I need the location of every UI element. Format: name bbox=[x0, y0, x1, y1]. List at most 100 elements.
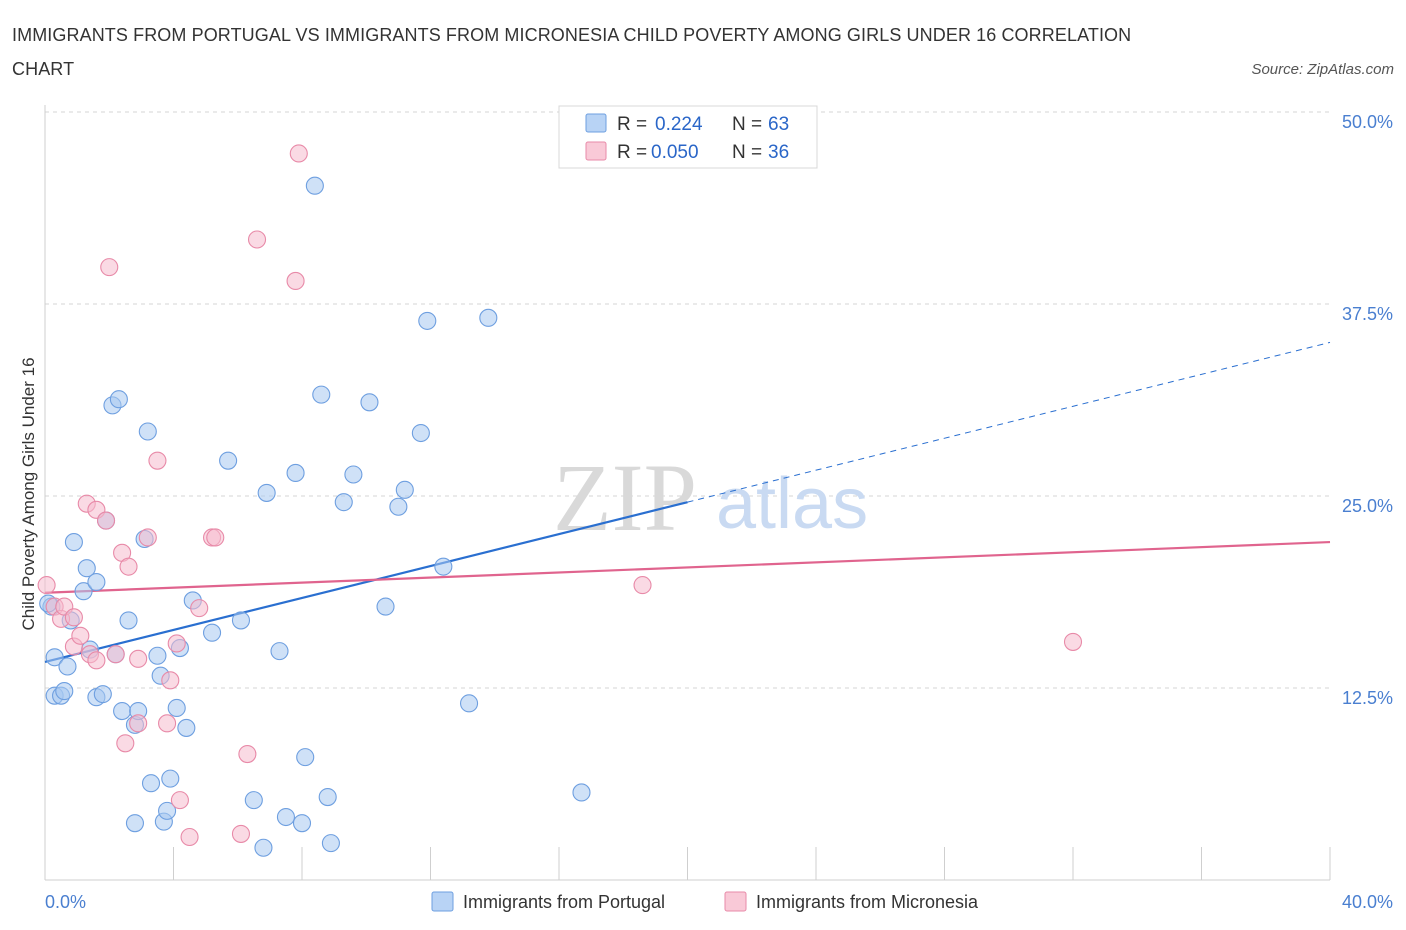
point-micronesia bbox=[206, 528, 225, 547]
point-micronesia bbox=[138, 528, 157, 547]
data-points bbox=[37, 144, 1083, 857]
point-portugal bbox=[395, 480, 414, 499]
y-tick-label: 12.5% bbox=[1342, 688, 1393, 708]
point-micronesia bbox=[129, 649, 148, 668]
point-micronesia bbox=[231, 824, 251, 843]
series-swatch-portugal bbox=[431, 891, 454, 912]
point-micronesia bbox=[100, 258, 119, 277]
point-portugal bbox=[257, 483, 276, 502]
y-axis-label: Child Poverty Among Girls Under 16 bbox=[19, 357, 38, 630]
point-portugal bbox=[109, 390, 128, 409]
point-micronesia bbox=[1063, 632, 1083, 651]
series-swatch-micronesia bbox=[724, 891, 747, 912]
point-portugal bbox=[276, 807, 295, 827]
watermark-atlas: atlas bbox=[716, 464, 868, 544]
trend-lines bbox=[44, 341, 1331, 663]
point-portugal bbox=[125, 814, 144, 833]
point-portugal bbox=[244, 791, 263, 810]
point-micronesia bbox=[116, 734, 135, 753]
point-portugal bbox=[203, 623, 222, 642]
point-portugal bbox=[119, 611, 138, 630]
y-tick-labels: 12.5% 25.0% 37.5% 50.0% bbox=[1342, 112, 1393, 708]
point-portugal bbox=[148, 646, 167, 665]
point-portugal bbox=[158, 801, 177, 820]
point-portugal bbox=[389, 497, 408, 516]
point-micronesia bbox=[167, 634, 186, 653]
point-portugal bbox=[411, 423, 430, 443]
legend-swatch-micronesia bbox=[585, 141, 607, 161]
legend-r-value-1: 0.224 bbox=[655, 114, 703, 135]
point-portugal bbox=[77, 559, 96, 578]
point-micronesia bbox=[96, 511, 116, 530]
point-portugal bbox=[459, 694, 479, 713]
point-micronesia bbox=[87, 651, 106, 670]
x-tick-label-max: 40.0% bbox=[1342, 892, 1393, 912]
series-label-micronesia: Immigrants from Micronesia bbox=[756, 892, 979, 912]
point-portugal bbox=[113, 701, 132, 721]
point-portugal bbox=[334, 493, 353, 512]
legend-n-value-1: 63 bbox=[768, 114, 789, 135]
point-portugal bbox=[138, 422, 157, 441]
point-portugal bbox=[87, 572, 106, 592]
point-portugal bbox=[296, 748, 315, 767]
series-legend[interactable]: Immigrants from Portugal Immigrants from… bbox=[431, 891, 979, 912]
trend-line-portugal bbox=[44, 501, 688, 663]
point-portugal bbox=[270, 642, 289, 661]
point-micronesia bbox=[37, 576, 56, 595]
point-portugal bbox=[312, 385, 331, 404]
point-portugal bbox=[45, 648, 64, 667]
point-portugal bbox=[344, 465, 363, 484]
legend-n-label-1: N = bbox=[732, 114, 762, 135]
point-micronesia bbox=[106, 645, 125, 664]
point-micronesia bbox=[148, 451, 167, 470]
point-portugal bbox=[572, 783, 591, 802]
point-micronesia bbox=[286, 271, 305, 291]
legend-r-label-1: R = bbox=[617, 114, 647, 135]
point-micronesia bbox=[238, 744, 257, 764]
point-portugal bbox=[434, 557, 453, 576]
y-tick-label: 50.0% bbox=[1342, 112, 1393, 132]
point-portugal bbox=[74, 582, 93, 601]
point-portugal bbox=[479, 308, 498, 327]
point-portugal bbox=[321, 834, 340, 853]
point-portugal bbox=[360, 393, 379, 412]
point-portugal bbox=[292, 814, 312, 833]
legend-n-value-2: 36 bbox=[768, 142, 789, 163]
point-portugal bbox=[167, 698, 186, 718]
x-tick-label-min: 0.0% bbox=[45, 892, 86, 912]
legend-r-label-2: R = bbox=[617, 142, 647, 163]
legend-r-value-2: 0.050 bbox=[651, 142, 699, 163]
point-portugal bbox=[161, 769, 180, 788]
point-portugal bbox=[93, 685, 112, 704]
point-micronesia bbox=[180, 827, 199, 847]
point-portugal bbox=[219, 451, 238, 470]
point-portugal bbox=[318, 788, 337, 807]
point-micronesia bbox=[161, 671, 180, 690]
source-label: Source: ZipAtlas.com bbox=[1251, 61, 1394, 78]
trend-line-portugal-extension bbox=[687, 341, 1331, 503]
watermark-zip: ZIP bbox=[553, 444, 697, 551]
point-micronesia bbox=[158, 714, 177, 733]
point-micronesia bbox=[247, 230, 267, 249]
point-portugal bbox=[58, 657, 77, 676]
point-portugal bbox=[64, 533, 83, 552]
watermark: ZIP atlas bbox=[553, 444, 868, 551]
point-portugal bbox=[141, 774, 161, 793]
legend-swatch-portugal bbox=[585, 113, 607, 133]
point-portugal bbox=[254, 838, 273, 857]
point-micronesia bbox=[190, 599, 209, 618]
point-portugal bbox=[376, 597, 395, 616]
point-micronesia bbox=[64, 608, 83, 627]
axes bbox=[44, 105, 1331, 881]
point-micronesia bbox=[633, 576, 652, 595]
series-label-portugal: Immigrants from Portugal bbox=[463, 892, 665, 912]
point-micronesia bbox=[289, 144, 308, 163]
legend-n-label-2: N = bbox=[732, 142, 762, 163]
point-portugal bbox=[231, 611, 251, 630]
point-portugal bbox=[286, 463, 305, 483]
point-portugal bbox=[418, 311, 437, 330]
chart-title: IMMIGRANTS FROM PORTUGAL VS IMMIGRANTS F… bbox=[12, 25, 1132, 79]
correlation-legend[interactable]: R = 0.224 N = 63 R = 0.050 N = 36 bbox=[558, 105, 818, 169]
point-portugal bbox=[305, 176, 324, 195]
